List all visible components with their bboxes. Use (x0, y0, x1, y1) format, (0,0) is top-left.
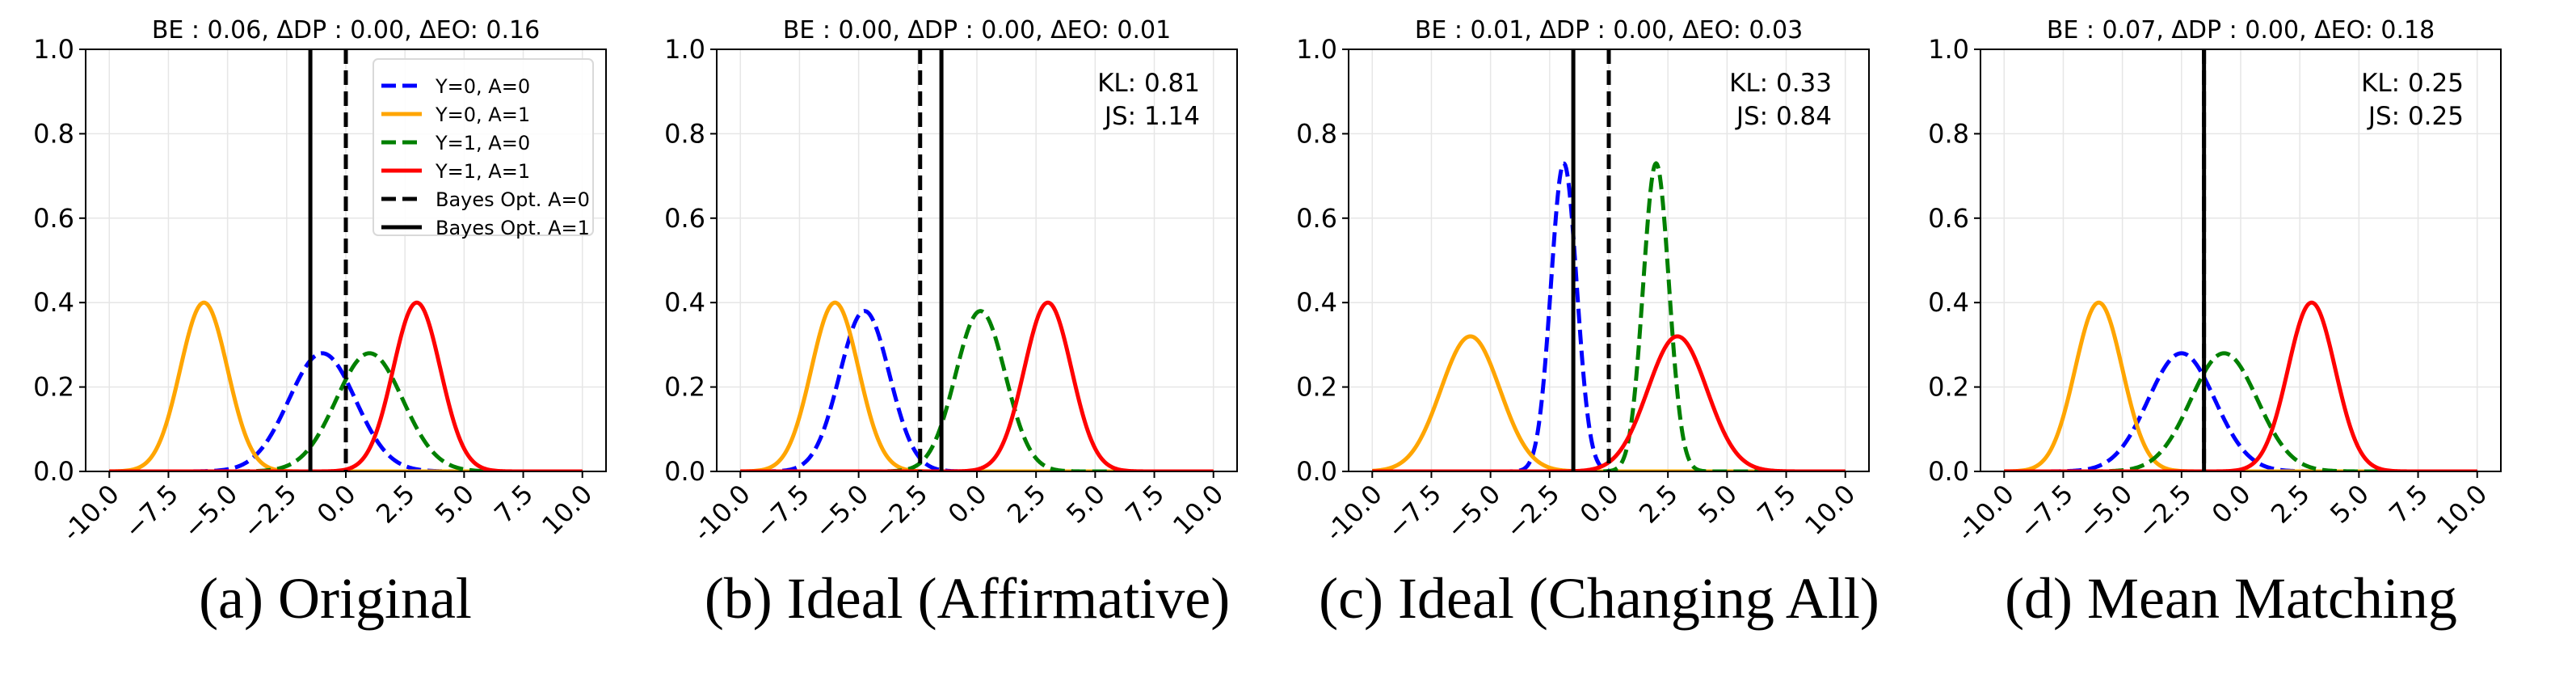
y-tick-label: 0.4 (1296, 287, 1337, 318)
y-tick-label: 1.0 (33, 34, 74, 65)
x-tick-label: −5.0 (2072, 479, 2138, 545)
x-tick-label: -10.0 (57, 479, 125, 547)
x-tick-label: −2.5 (2132, 479, 2198, 545)
panel-a: 0.00.20.40.60.81.0-10.0−7.5−5.0−2.5 0.0 2.… (33, 16, 607, 547)
kl-annotation: KL: 0.25 (2361, 69, 2464, 98)
x-tick-label: −2.5 (237, 479, 303, 545)
x-tick-label: 0.0 (311, 479, 362, 530)
caption-panel-d: (d) Mean Matching (2005, 566, 2457, 631)
x-tick-label: 2.5 (1001, 479, 1052, 530)
js-annotation: JS: 0.84 (1735, 102, 1832, 131)
series-y0-a1 (107, 300, 584, 471)
y-tick-label: 0.8 (33, 118, 74, 149)
x-tick-label: −7.5 (118, 479, 184, 545)
series-y1-a0 (2002, 351, 2479, 471)
panel-title: BE : 0.06, ΔDP : 0.00, ΔEO: 0.16 (152, 16, 540, 44)
x-tick-label: 7.5 (1119, 479, 1170, 530)
kl-annotation: KL: 0.33 (1729, 69, 1832, 98)
series-y0-a1 (1370, 334, 1847, 471)
x-tick-label: −7.5 (2013, 479, 2079, 545)
y-tick-label: 0.6 (664, 203, 705, 234)
y-tick-label: 0.2 (1928, 372, 1969, 403)
legend-label: Bayes Opt. A=1 (436, 217, 590, 239)
y-tick-label: 0.4 (33, 287, 74, 318)
x-tick-label: 0.0 (2206, 479, 2257, 530)
y-tick-label: 0.4 (664, 287, 705, 318)
y-tick-label: 0.6 (1296, 203, 1337, 234)
x-tick-label: -10.0 (1951, 479, 2020, 547)
series-y1-a0 (739, 309, 1215, 471)
x-tick-label: 2.5 (370, 479, 421, 530)
series-y0-a1 (739, 300, 1215, 471)
x-tick-label: −7.5 (1381, 479, 1447, 545)
legend-label: Y=1, A=0 (435, 132, 530, 154)
x-tick-label: 10.0 (536, 479, 598, 541)
x-tick-label: 7.5 (2383, 479, 2434, 530)
y-tick-label: 1.0 (1296, 34, 1337, 65)
x-tick-label: 10.0 (2431, 479, 2493, 541)
x-tick-label: 7.5 (488, 479, 539, 530)
x-tick-label: −5.0 (1440, 479, 1506, 545)
y-tick-label: 0.2 (664, 372, 705, 403)
y-tick-label: 0.8 (664, 118, 705, 149)
caption-panel-b: (b) Ideal (Affirmative) (704, 566, 1231, 631)
legend-label: Bayes Opt. A=0 (436, 188, 590, 211)
js-annotation: JS: 1.14 (1103, 102, 1200, 131)
caption-panel-a: (a) Original (199, 566, 472, 631)
y-tick-label: 0.2 (1296, 372, 1337, 403)
x-tick-label: 2.5 (1633, 479, 1684, 530)
series-y0-a1 (2002, 300, 2479, 471)
x-tick-label: -10.0 (688, 479, 756, 547)
y-tick-label: 0.0 (664, 456, 705, 487)
x-tick-label: 5.0 (2324, 479, 2375, 530)
legend-label: Y=1, A=1 (435, 160, 530, 183)
x-tick-label: 0.0 (1574, 479, 1625, 530)
y-tick-label: 0.8 (1928, 118, 1969, 149)
x-tick-label: 5.0 (1692, 479, 1743, 530)
x-tick-label: −5.0 (808, 479, 874, 545)
x-tick-label: 5.0 (429, 479, 480, 530)
panel-title: BE : 0.00, ΔDP : 0.00, ΔEO: 0.01 (783, 16, 1171, 44)
y-tick-label: 0.8 (1296, 118, 1337, 149)
x-tick-label: -10.0 (1320, 479, 1388, 547)
y-tick-label: 0.6 (1928, 203, 1969, 234)
panel-title: BE : 0.01, ΔDP : 0.00, ΔEO: 0.03 (1415, 16, 1803, 44)
x-tick-label: 2.5 (2265, 479, 2316, 530)
panel-c: 0.00.20.40.60.81.0-10.0−7.5−5.0−2.5 0.0 2.… (1296, 16, 1870, 547)
panel-d: 0.00.20.40.60.81.0-10.0−7.5−5.0−2.5 0.0 2.… (1928, 16, 2502, 547)
y-tick-label: 0.4 (1928, 287, 1969, 318)
legend-label: Y=0, A=1 (435, 104, 530, 126)
x-tick-label: −5.0 (177, 479, 243, 545)
y-tick-label: 1.0 (1928, 34, 1969, 65)
x-tick-label: −2.5 (868, 479, 934, 545)
caption-panel-c: (c) Ideal (Changing All) (1319, 566, 1879, 631)
panel-b: 0.00.20.40.60.81.0-10.0−7.5−5.0−2.5 0.0 2.… (664, 16, 1238, 547)
legend-label: Y=0, A=0 (435, 75, 530, 98)
legend-box (373, 58, 594, 236)
y-tick-label: 1.0 (664, 34, 705, 65)
panel-title: BE : 0.07, ΔDP : 0.00, ΔEO: 0.18 (2047, 16, 2435, 44)
x-tick-label: 0.0 (942, 479, 993, 530)
y-tick-label: 0.6 (33, 203, 74, 234)
y-tick-label: 0.0 (33, 456, 74, 487)
y-tick-label: 0.2 (33, 372, 74, 403)
x-tick-label: 10.0 (1167, 479, 1229, 541)
x-tick-label: −2.5 (1500, 479, 1566, 545)
y-tick-label: 0.0 (1296, 456, 1337, 487)
x-tick-label: 5.0 (1060, 479, 1111, 530)
x-tick-label: 10.0 (1799, 479, 1861, 541)
y-tick-label: 0.0 (1928, 456, 1969, 487)
legend: Y=0, A=0 Y=0, A=1 Y=1, A=0 Y=1, A=1 Bayes Op… (373, 58, 594, 239)
kl-annotation: KL: 0.81 (1097, 69, 1200, 98)
js-annotation: JS: 0.25 (2367, 102, 2464, 131)
x-tick-label: −7.5 (749, 479, 815, 545)
x-tick-label: 7.5 (1751, 479, 1802, 530)
